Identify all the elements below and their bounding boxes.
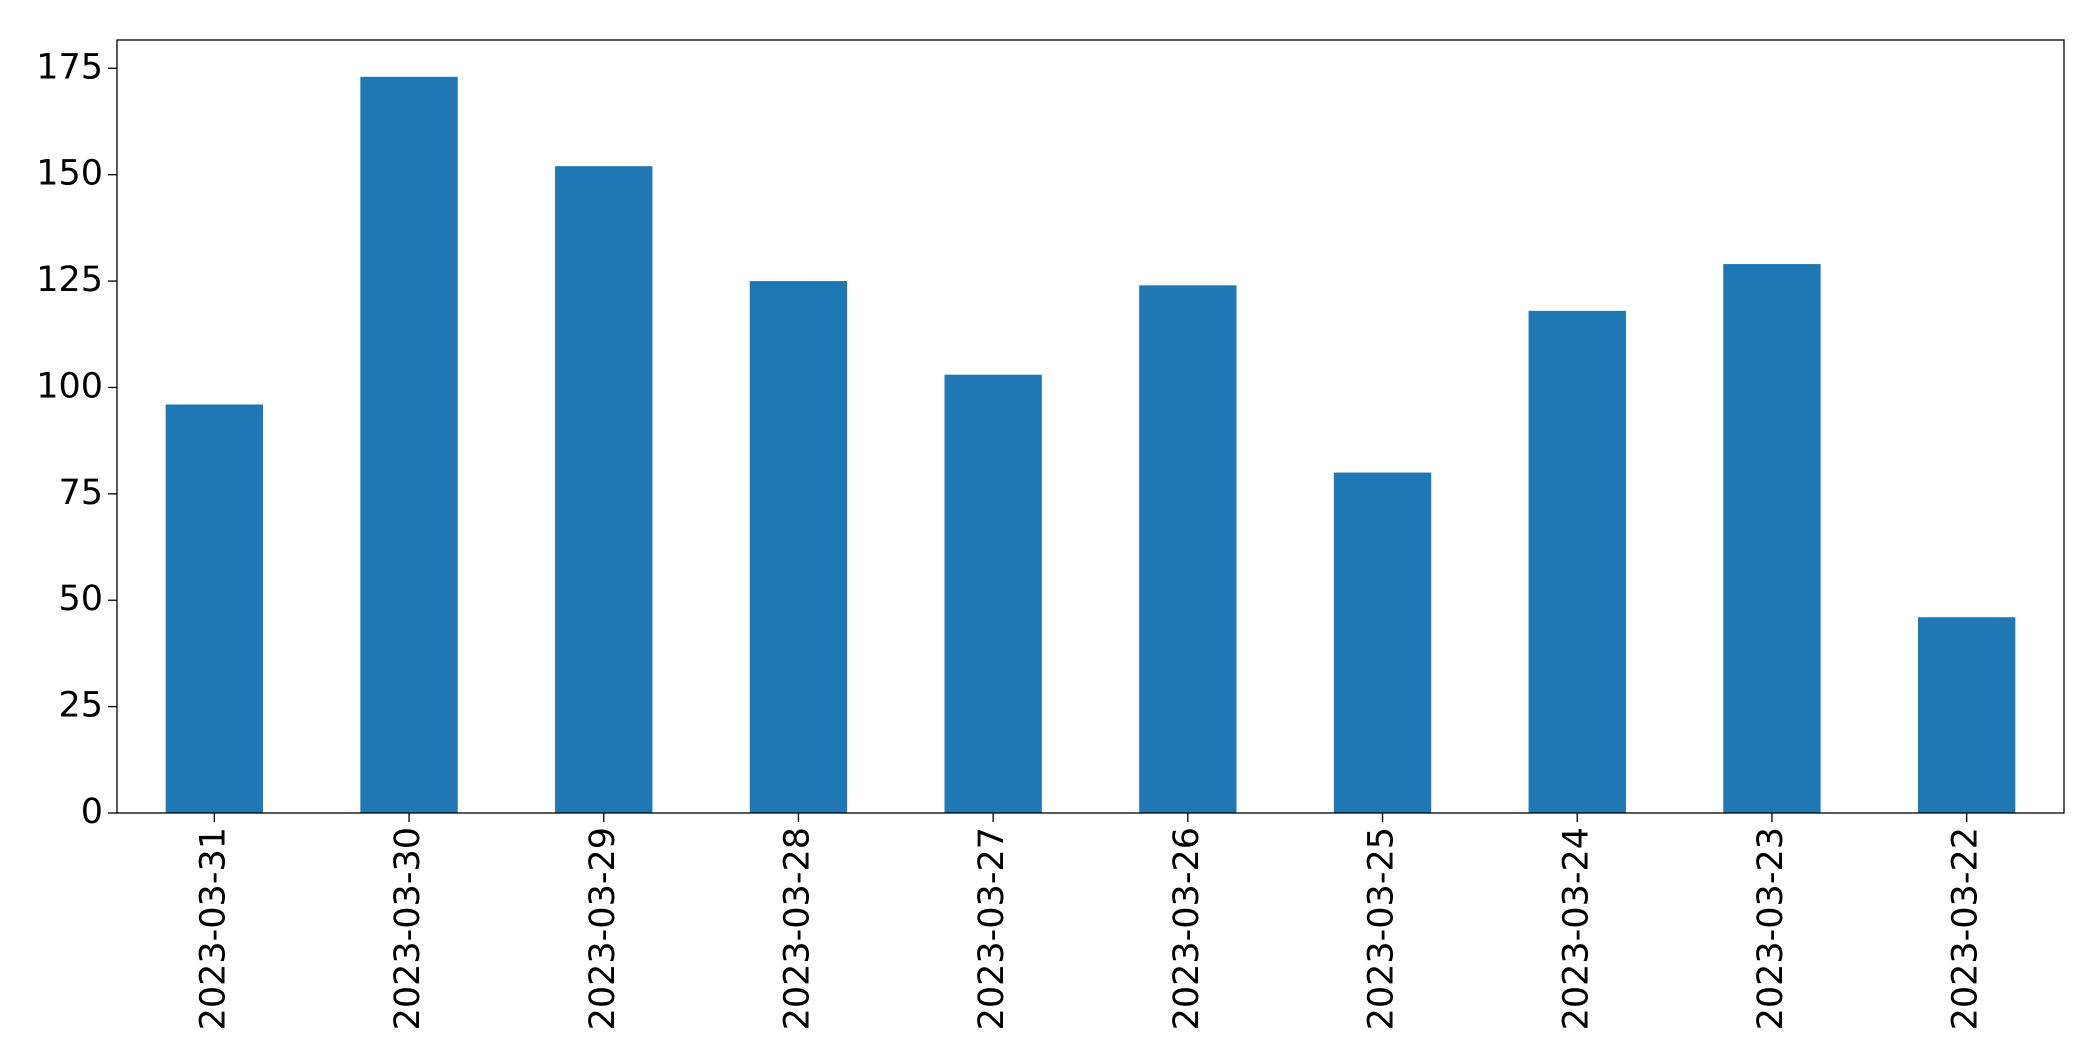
x-tick-label: 2023-03-31 — [193, 827, 233, 1030]
y-tick-label: 25 — [58, 686, 103, 726]
plot-frame — [116, 39, 2065, 814]
bar — [1333, 472, 1432, 813]
x-tick-label: 2023-03-26 — [1167, 827, 1207, 1030]
y-tick-label: 175 — [36, 47, 103, 87]
x-tick-label: 2023-03-27 — [972, 827, 1012, 1030]
x-tick-label: 2023-03-29 — [583, 827, 623, 1030]
bar — [555, 166, 653, 813]
x-tick-label: 2023-03-25 — [1362, 827, 1402, 1030]
bar — [749, 281, 848, 814]
y-tick-label: 125 — [36, 260, 103, 300]
bar — [1917, 617, 2016, 813]
y-tick-label: 50 — [58, 579, 103, 619]
bar — [1528, 310, 1626, 813]
x-tick-label: 2023-03-30 — [388, 827, 428, 1030]
y-tick-label: 150 — [36, 154, 103, 194]
x-tick-label: 2023-03-28 — [777, 827, 817, 1030]
x-tick-label: 2023-03-24 — [1556, 827, 1596, 1030]
bar — [165, 404, 264, 813]
y-tick-label: 0 — [81, 792, 103, 832]
bar — [1723, 264, 1821, 813]
bar — [1139, 285, 1237, 813]
x-tick-label: 2023-03-23 — [1751, 827, 1791, 1030]
x-tick-label: 2023-03-22 — [1946, 827, 1986, 1030]
y-tick-label: 75 — [58, 473, 103, 513]
bar — [360, 76, 458, 814]
bar — [944, 374, 1042, 813]
y-tick-label: 100 — [36, 366, 103, 406]
